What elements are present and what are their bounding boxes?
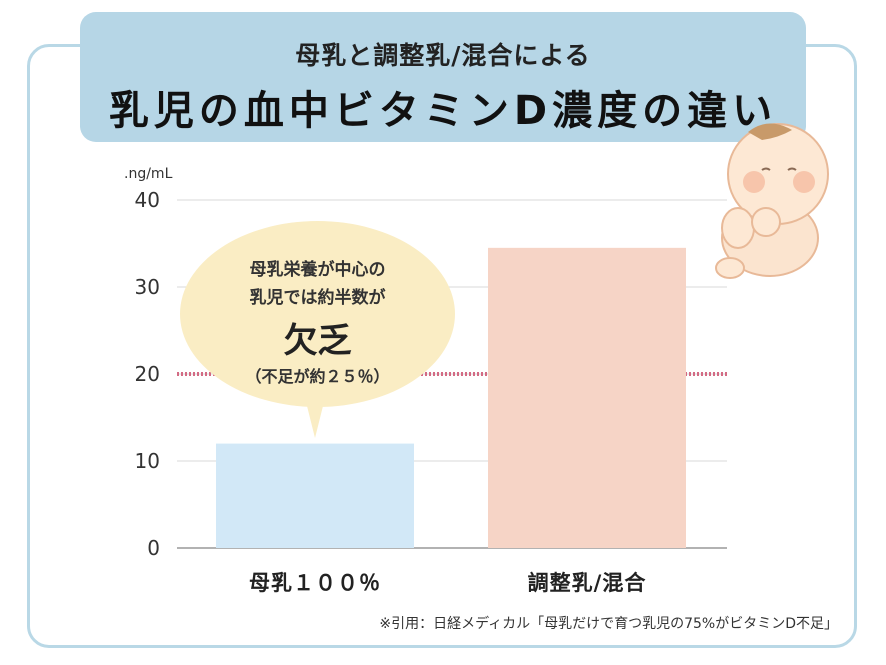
baby-illustration	[715, 123, 829, 279]
chart-title: 乳児の血中ビタミンD濃度の違い	[108, 88, 778, 134]
y-tick-label: 10	[135, 449, 160, 473]
bar-breastmilk	[216, 443, 414, 548]
bubble-line-1: 母乳栄養が中心の	[249, 260, 386, 280]
bubble-line-4: （不足が約２５％）	[245, 367, 390, 386]
source-citation: ※引用：日経メディカル「母乳だけで育つ乳児の75%がビタミンD不足」	[379, 616, 838, 632]
category-label: 母乳１００％	[249, 571, 381, 595]
bubble-line-2: 乳児では約半数が	[249, 288, 386, 308]
bubble-emphasis: 欠乏	[283, 321, 352, 361]
speech-bubble: 母乳栄養が中心の 乳児では約半数が 欠乏 （不足が約２５％）	[180, 221, 455, 407]
chart-subtitle: 母乳と調整乳/混合による	[295, 41, 591, 70]
bar-formula	[488, 247, 686, 548]
title-banner: 母乳と調整乳/混合による 乳児の血中ビタミンD濃度の違い	[80, 12, 806, 142]
bars	[216, 247, 686, 548]
y-tick-label: 30	[135, 275, 160, 299]
y-axis-ticks: 0 10 20 30 40	[135, 188, 160, 560]
y-tick-label: 40	[135, 188, 160, 212]
y-axis-unit: .ng/mL	[124, 166, 173, 182]
speech-bubble-tail	[306, 402, 324, 438]
category-label: 調整乳/混合	[528, 571, 647, 595]
y-tick-label: 20	[135, 362, 160, 386]
category-labels: 母乳１００％ 調整乳/混合	[249, 571, 647, 595]
y-tick-label: 0	[147, 536, 160, 560]
